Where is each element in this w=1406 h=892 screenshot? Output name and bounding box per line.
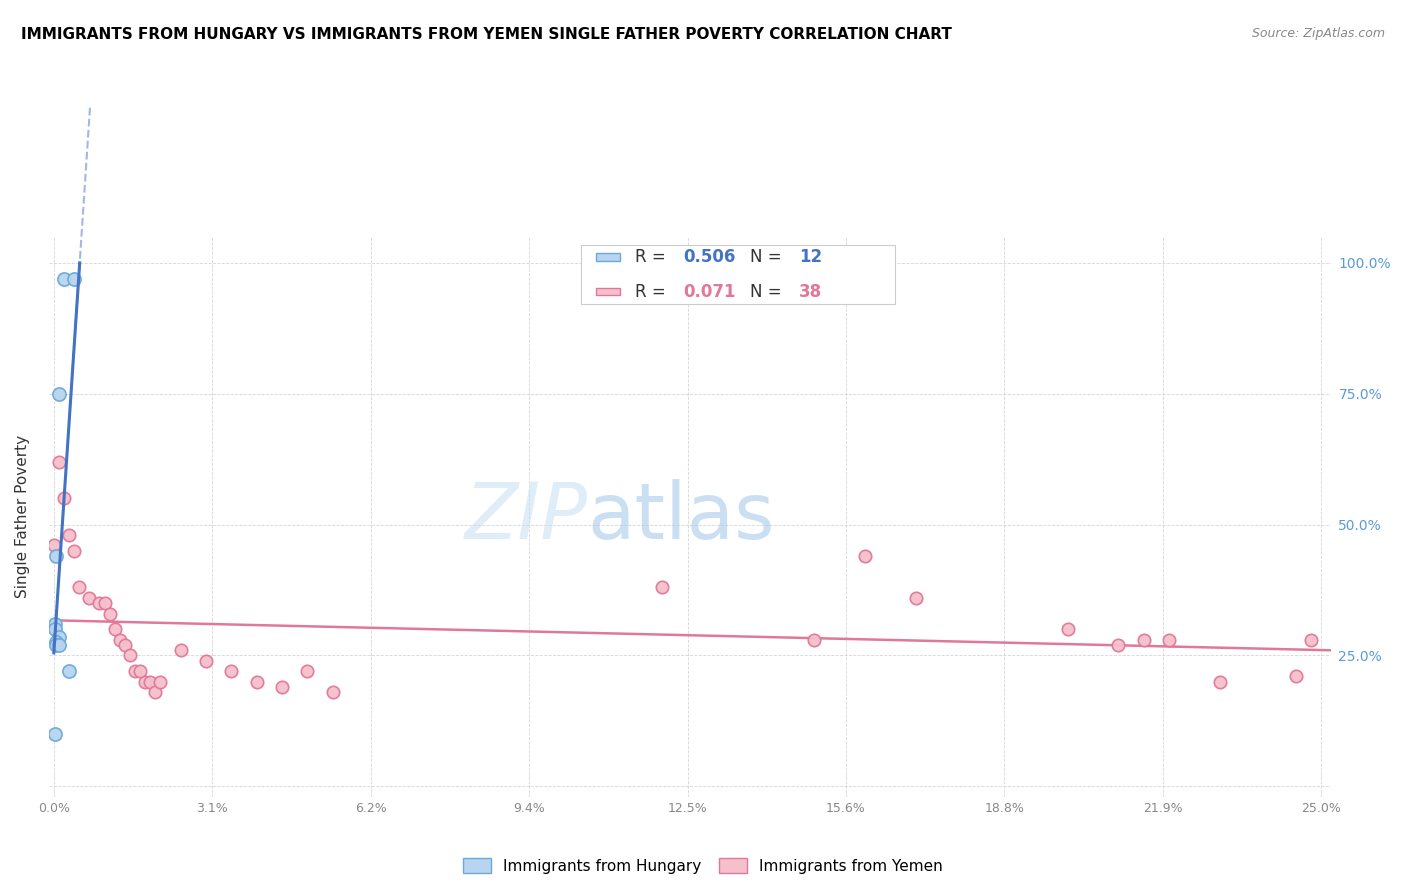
- Y-axis label: Single Father Poverty: Single Father Poverty: [15, 435, 30, 599]
- Text: Source: ZipAtlas.com: Source: ZipAtlas.com: [1251, 27, 1385, 40]
- Text: 0.071: 0.071: [683, 283, 737, 301]
- Point: [45, 635, 67, 649]
- Point: [139, 674, 162, 689]
- Text: N =: N =: [751, 248, 787, 266]
- Point: [48, 386, 70, 401]
- Point: [1133, 632, 1156, 647]
- Point: [271, 680, 294, 694]
- Point: [58, 528, 80, 542]
- Legend: Immigrants from Hungary, Immigrants from Yemen: Immigrants from Hungary, Immigrants from…: [457, 852, 949, 880]
- Point: [67, 580, 90, 594]
- Point: [246, 674, 269, 689]
- Point: [1301, 632, 1323, 647]
- Point: [124, 664, 146, 678]
- Point: [52, 491, 75, 506]
- Point: [1159, 632, 1181, 647]
- Point: [129, 664, 152, 678]
- Text: ZIP: ZIP: [464, 479, 588, 555]
- Point: [45, 549, 67, 563]
- Point: [63, 271, 86, 285]
- Point: [904, 591, 927, 605]
- Point: [134, 674, 156, 689]
- Point: [52, 271, 75, 285]
- Point: [143, 685, 166, 699]
- Point: [98, 607, 121, 621]
- Point: [219, 664, 242, 678]
- Point: [44, 727, 66, 741]
- Point: [1209, 674, 1232, 689]
- Point: [149, 674, 172, 689]
- Point: [1108, 638, 1130, 652]
- Point: [104, 622, 127, 636]
- Text: 12: 12: [799, 248, 823, 266]
- Point: [58, 664, 80, 678]
- Point: [42, 539, 65, 553]
- Point: [322, 685, 344, 699]
- Text: R =: R =: [636, 283, 671, 301]
- Text: N =: N =: [751, 283, 787, 301]
- Point: [853, 549, 876, 563]
- Point: [118, 648, 141, 663]
- Text: R =: R =: [636, 248, 671, 266]
- Text: IMMIGRANTS FROM HUNGARY VS IMMIGRANTS FROM YEMEN SINGLE FATHER POVERTY CORRELATI: IMMIGRANTS FROM HUNGARY VS IMMIGRANTS FR…: [21, 27, 952, 42]
- Point: [651, 580, 673, 594]
- Point: [63, 543, 86, 558]
- Point: [108, 632, 131, 647]
- Point: [93, 596, 115, 610]
- Point: [114, 638, 136, 652]
- Point: [44, 622, 66, 636]
- Point: [45, 638, 67, 652]
- Text: atlas: atlas: [588, 479, 775, 555]
- Point: [48, 630, 70, 644]
- Point: [1285, 669, 1308, 683]
- Point: [44, 617, 66, 632]
- Point: [803, 632, 825, 647]
- Text: 38: 38: [799, 283, 823, 301]
- Point: [194, 654, 217, 668]
- Point: [1056, 622, 1078, 636]
- Point: [89, 596, 111, 610]
- Point: [297, 664, 319, 678]
- Point: [169, 643, 191, 657]
- Point: [48, 638, 70, 652]
- FancyBboxPatch shape: [581, 245, 896, 304]
- Point: [79, 591, 101, 605]
- FancyBboxPatch shape: [596, 288, 620, 295]
- Text: 0.506: 0.506: [683, 248, 737, 266]
- FancyBboxPatch shape: [596, 253, 620, 260]
- Point: [48, 455, 70, 469]
